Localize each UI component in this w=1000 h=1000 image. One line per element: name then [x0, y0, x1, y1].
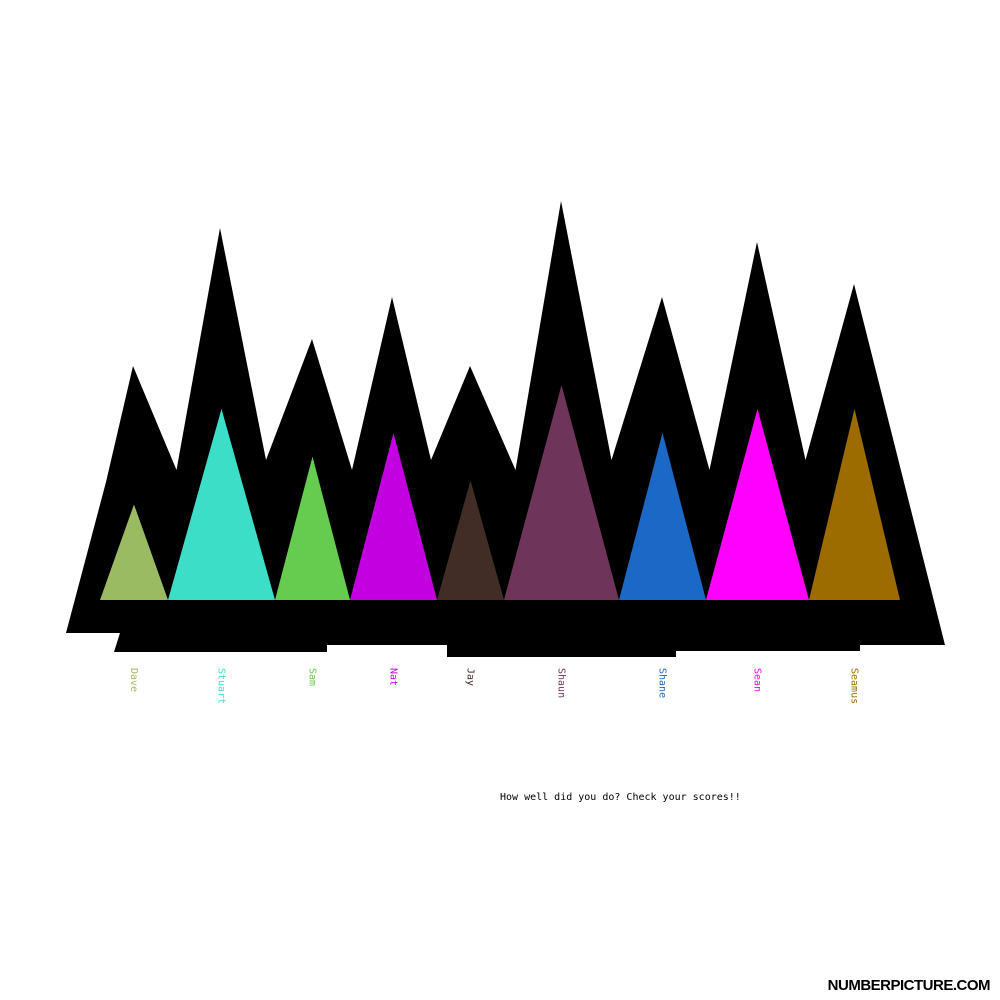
peaks — [100, 385, 900, 600]
category-label-sam: Sam — [307, 668, 318, 686]
category-labels: Dave Stuart Sam Nat Jay Shaun Shane Sean Seamus — [128, 668, 860, 704]
peak-jay — [437, 480, 504, 600]
peak-seamus — [809, 408, 900, 600]
brand-watermark: NUMBERPICTURE.COM — [827, 977, 991, 994]
peak-dave — [100, 504, 168, 600]
category-label-dave: Dave — [128, 668, 139, 692]
peak-nat — [350, 432, 437, 600]
category-label-nat: Nat — [388, 668, 399, 686]
peak-sam — [275, 456, 350, 600]
category-label-stuart: Stuart — [216, 668, 227, 704]
category-label-sean: Sean — [752, 668, 763, 692]
category-label-shane: Shane — [657, 668, 668, 698]
category-label-seamus: Seamus — [849, 668, 860, 704]
peak-sean — [706, 408, 809, 600]
peak-shane — [619, 432, 706, 600]
peak-shaun — [504, 385, 619, 600]
category-label-shaun: Shaun — [556, 668, 567, 698]
peak-stuart — [168, 408, 275, 600]
category-label-jay: Jay — [465, 668, 476, 686]
chart-caption: How well did you do? Check your scores!! — [500, 792, 741, 803]
